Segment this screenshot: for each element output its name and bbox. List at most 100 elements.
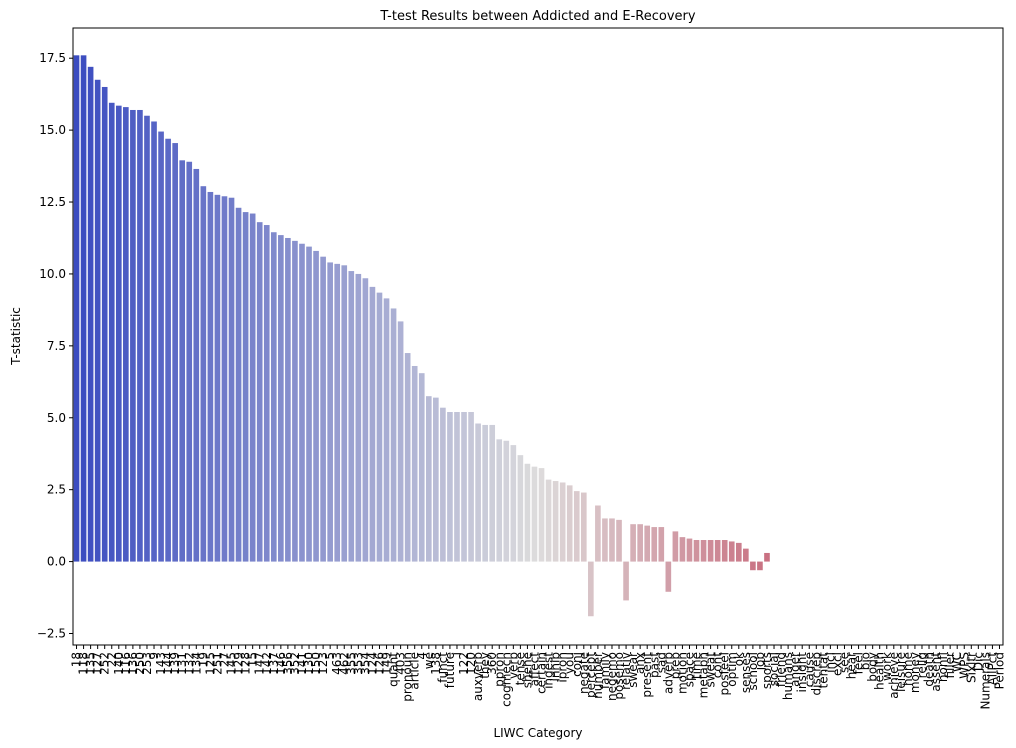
x-tick-label: discrep: [809, 652, 823, 695]
x-tick-label: 118: [77, 652, 91, 675]
bar: [348, 271, 355, 562]
x-tick-label: body: [866, 652, 880, 682]
x-tick-label: 139: [168, 652, 182, 675]
x-tick-label: home: [901, 652, 915, 686]
x-tick-label: bio: [859, 652, 873, 670]
bar: [496, 439, 503, 562]
x-tick-label: 22: [105, 652, 119, 667]
x-tick-label: 125: [203, 652, 217, 675]
bar: [728, 541, 735, 562]
x-tick-label: assent: [929, 652, 943, 692]
y-tick-label: −2.5: [37, 626, 66, 640]
x-tick-label: relig: [915, 652, 929, 678]
bar: [320, 256, 326, 562]
x-tick-label: ok: [732, 652, 746, 666]
bar: [623, 561, 629, 601]
x-tick-label: 5: [323, 652, 337, 660]
x-tick-label: 132: [182, 652, 196, 675]
bar: [186, 161, 193, 562]
x-tick-label: incl: [823, 652, 837, 673]
x-tick-label: Sixltr: [964, 652, 978, 683]
x-tick-label: adverb: [661, 652, 675, 694]
bar: [306, 246, 312, 562]
bar: [482, 424, 488, 562]
bar: [123, 107, 129, 562]
x-tick-label: pronoun: [401, 652, 415, 702]
x-tick-label: motion: [675, 652, 689, 694]
x-tick-label: relativ: [619, 652, 633, 690]
x-tick-label: present: [640, 652, 654, 698]
bar: [461, 412, 467, 562]
x-tick-label: 4: [415, 652, 429, 660]
x-tick-label: optim: [725, 652, 739, 687]
x-tick-label: cogmech: [499, 652, 513, 707]
y-tick-label: 15.0: [39, 123, 66, 137]
bar: [235, 207, 242, 562]
bar: [404, 353, 411, 562]
bar: [609, 518, 615, 562]
x-tick-label: quant: [387, 652, 401, 687]
x-tick-label: ppron: [492, 652, 506, 687]
bar: [411, 365, 418, 562]
bar: [228, 197, 235, 562]
x-tick-label: shehe: [520, 652, 534, 688]
bar: [115, 105, 122, 562]
x-tick-label: insight: [795, 652, 809, 693]
x-tick-label: nonfl: [936, 652, 950, 682]
bar: [559, 482, 566, 562]
bar: [73, 55, 80, 562]
bar: [207, 191, 214, 562]
x-tick-label: 128: [239, 652, 253, 675]
x-tick-label: negemo: [605, 652, 619, 701]
x-tick-label: certain: [535, 652, 549, 694]
bar: [468, 412, 474, 562]
x-tick-label: sad: [654, 652, 668, 673]
x-tick-label: 146: [274, 652, 288, 675]
x-tick-label: 116: [119, 652, 133, 675]
x-tick-label: 145: [225, 652, 239, 675]
bar: [686, 538, 693, 562]
x-tick-label: tentat: [816, 652, 830, 689]
x-tick-label: 134: [189, 652, 203, 675]
bar: [672, 531, 679, 562]
x-tick-label: 27: [217, 652, 231, 667]
x-tick-label: ingest: [542, 652, 556, 689]
bar: [700, 540, 707, 562]
bar: [80, 55, 87, 562]
x-tick-label: 252: [98, 652, 112, 675]
x-tick-label: they: [478, 652, 492, 679]
x-tick-label: 18: [70, 652, 84, 667]
x-tick-label: 140: [112, 652, 126, 675]
x-tick-label: 253: [140, 652, 154, 675]
y-tick-label: 17.5: [39, 51, 66, 65]
x-tick-label: swear: [626, 652, 640, 688]
bar: [108, 102, 115, 562]
bar: [679, 537, 686, 562]
bar: [616, 519, 622, 562]
x-tick-label: conj: [570, 652, 584, 677]
bar: [651, 527, 658, 562]
bar: [158, 131, 164, 562]
bar: [524, 463, 531, 562]
x-tick-label: 129: [232, 652, 246, 675]
x-tick-label: article: [408, 652, 422, 690]
bar: [193, 168, 200, 562]
x-tick-label: 403: [394, 652, 408, 675]
bar: [743, 548, 749, 562]
x-tick-label: 131: [175, 652, 189, 675]
y-tick-label: 10.0: [39, 267, 66, 281]
x-tick-label: 355: [344, 652, 358, 675]
bar: [179, 160, 186, 562]
x-tick-label: negate: [577, 652, 591, 694]
bar: [475, 423, 481, 562]
x-tick-label: past: [647, 652, 661, 678]
bar: [665, 561, 672, 592]
bar: [630, 524, 636, 562]
x-tick-label: 142: [260, 652, 274, 675]
bar: [595, 505, 601, 562]
x-tick-label: we: [422, 652, 436, 669]
chart-title: T-test Results between Addicted and E-Re…: [379, 9, 695, 24]
x-tick-label: 143: [154, 652, 168, 675]
bar: [644, 525, 651, 562]
x-axis-label: LIWC Category: [493, 726, 582, 740]
